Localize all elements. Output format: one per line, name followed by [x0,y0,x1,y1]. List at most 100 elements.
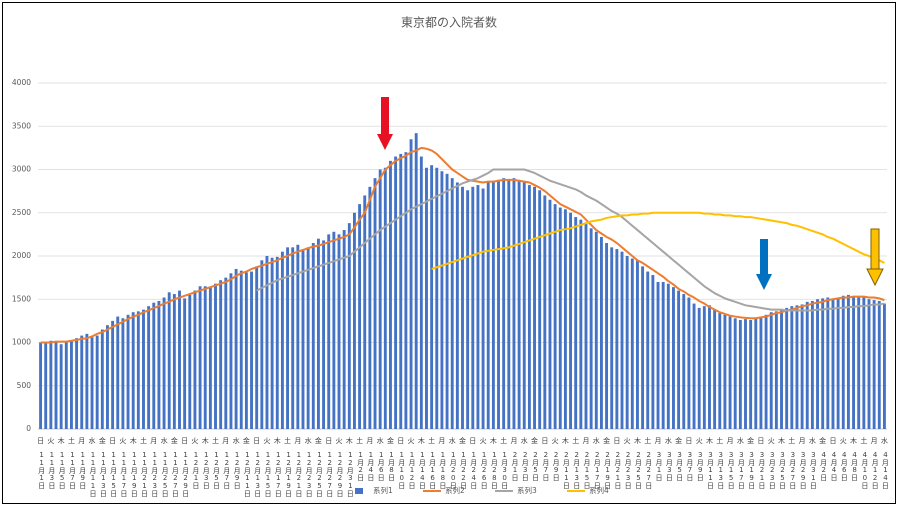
x-tick-label: 11月11日 [89,451,98,497]
x-weekday-label: 日 [613,437,621,445]
x-tick-label: 11月1日 [37,451,46,489]
bar [584,223,588,429]
x-weekday-label: 水 [592,437,600,445]
x-tick-label: 1月22日 [459,451,468,489]
bar [229,273,233,429]
y-tick-label: 4000 [12,78,31,87]
x-weekday-label: 水 [520,437,528,445]
x-weekday-label: 日 [829,437,837,445]
bar [471,186,475,429]
x-weekday-label: 金 [98,437,106,445]
x-weekday-label: 火 [407,437,415,445]
bar [610,247,614,429]
x-tick-label: 2月21日 [613,451,622,489]
bar [538,190,542,429]
arrow-head [866,268,884,287]
x-weekday-label: 日 [757,437,765,445]
bar [214,283,217,429]
x-weekday-label: 火 [191,437,199,445]
bar [296,244,300,429]
x-tick-label: 11月7日 [68,451,77,489]
bar [332,231,336,429]
x-tick-label: 3月5日 [675,451,684,481]
bar [455,182,459,429]
bar [785,307,789,429]
bar [316,238,320,429]
x-tick-label: 12月9日 [233,451,242,489]
bar [85,333,89,429]
bar [846,294,850,429]
bar [435,167,439,429]
blue-arrow [756,239,772,290]
x-tick-label: 1月18日 [438,451,447,489]
x-tick-label: 4月2日 [819,451,828,481]
bar [569,212,572,429]
x-tick-label: 4月4日 [829,451,838,481]
bar [198,286,202,429]
x-tick-label: 3月31日 [809,451,818,489]
x-weekday-label: 火 [47,437,55,445]
x-weekday-label: 土 [67,437,75,445]
legend-swatch [355,488,363,494]
x-weekday-label: 木 [417,437,425,445]
x-weekday-label: 金 [314,437,322,445]
x-tick-label: 1月2日 [356,451,365,481]
legend-label: 系列1 [373,485,393,495]
bar [574,217,578,429]
x-weekday-label: 木 [489,437,497,445]
bar [203,286,207,429]
bar [358,204,362,429]
legend-background [569,485,633,497]
x-weekday-label: 日 [109,437,117,445]
bar [327,234,331,429]
bar [234,268,238,429]
bar [183,298,187,429]
x-tick-label: 2月27日 [644,451,653,489]
bar [774,311,778,429]
legend-label: 系列2 [445,485,465,495]
x-tick-label: 2月7日 [541,451,550,481]
line-series [256,168,885,312]
x-weekday-label: 日 [181,437,189,445]
bar [821,298,825,429]
bar [157,300,161,429]
x-tick-label: 3月19日 [747,451,756,489]
x-weekday-label: 金 [675,437,683,445]
bar [517,179,521,429]
bar [167,292,171,429]
x-weekday-label: 金 [531,437,539,445]
x-weekday-label: 日 [37,437,45,445]
legend-label: 系列3 [517,485,537,495]
bar [723,314,727,429]
bar [100,329,104,429]
legend-background [425,485,489,497]
bar [54,342,58,429]
arrow-head [377,134,393,150]
bar [636,260,639,429]
x-weekday-label: 木 [57,437,65,445]
bar [672,287,675,429]
x-weekday-label: 土 [356,437,364,445]
bar [527,185,531,429]
x-tick-label: 1月14日 [418,451,427,489]
bar [702,306,706,429]
bar [286,247,289,429]
bar [790,306,794,429]
x-tick-label: 4月10日 [860,451,869,489]
bar [738,320,742,429]
bar [270,257,274,429]
bar [718,313,722,429]
bar [342,230,346,429]
x-tick-label: 1月10日 [397,451,406,489]
legend-label: 系列4 [589,485,609,495]
x-weekday-label: 金 [170,437,178,445]
bar [425,167,428,429]
bar [363,195,367,429]
bar [59,344,63,429]
bar [630,258,634,429]
x-tick-label: 12月25日 [315,451,324,497]
x-tick-label: 3月1日 [655,451,664,481]
bar [543,195,547,429]
bar [239,270,243,429]
x-tick-label: 12月21日 [294,451,303,497]
